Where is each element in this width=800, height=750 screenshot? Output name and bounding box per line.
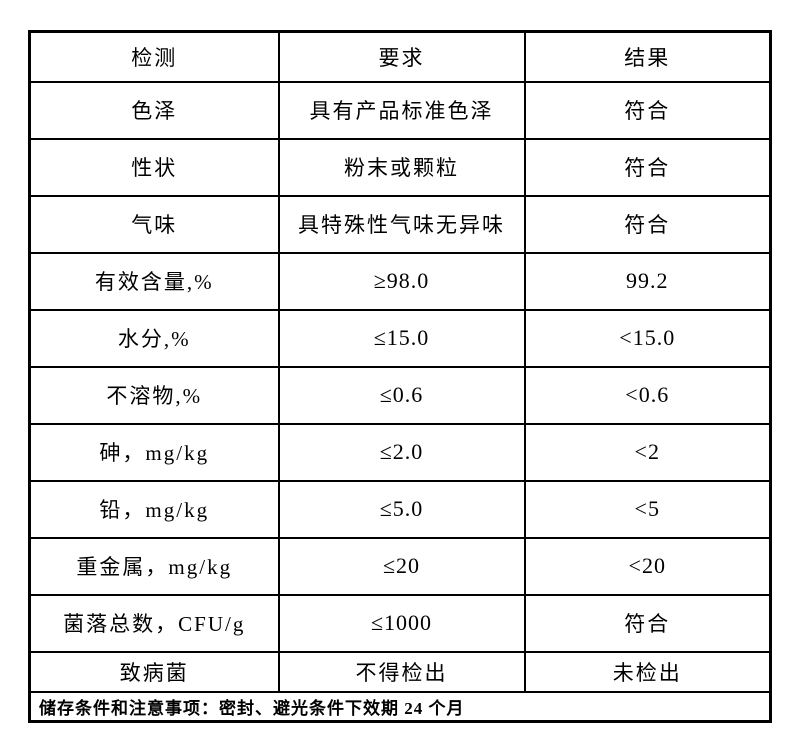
cell-result: 符合 xyxy=(523,194,772,254)
cell-test: 有效含量,% xyxy=(28,251,280,311)
table-row: 水分,% ≤15.0 <15.0 xyxy=(28,308,772,368)
cell-requirement: 粉末或颗粒 xyxy=(277,137,526,197)
table-row: 重金属，mg/kg ≤20 <20 xyxy=(28,536,772,596)
cell-test: 气味 xyxy=(28,194,280,254)
cell-result: 符合 xyxy=(523,80,772,140)
cell-requirement: ≤5.0 xyxy=(277,479,526,539)
cell-requirement: ≤2.0 xyxy=(277,422,526,482)
cell-result: <20 xyxy=(523,536,772,596)
cell-result: <5 xyxy=(523,479,772,539)
cell-requirement: ≤20 xyxy=(277,536,526,596)
cell-test: 致病菌 xyxy=(28,650,280,693)
cell-result: 未检出 xyxy=(523,650,772,693)
cell-result: <0.6 xyxy=(523,365,772,425)
cell-requirement: ≤0.6 xyxy=(277,365,526,425)
cell-result: 符合 xyxy=(523,137,772,197)
header-cell-test: 检测 xyxy=(28,30,280,83)
cell-test: 水分,% xyxy=(28,308,280,368)
table-row: 不溶物,% ≤0.6 <0.6 xyxy=(28,365,772,425)
table-row: 菌落总数，CFU/g ≤1000 符合 xyxy=(28,593,772,653)
header-cell-requirement: 要求 xyxy=(277,30,526,83)
cell-result: <15.0 xyxy=(523,308,772,368)
table-row: 铅，mg/kg ≤5.0 <5 xyxy=(28,479,772,539)
cell-result: 符合 xyxy=(523,593,772,653)
table-row: 致病菌 不得检出 未检出 xyxy=(28,650,772,693)
table-row: 色泽 具有产品标准色泽 符合 xyxy=(28,80,772,140)
cell-requirement: 不得检出 xyxy=(277,650,526,693)
cell-test: 性状 xyxy=(28,137,280,197)
storage-note: 储存条件和注意事项：密封、避光条件下效期 24 个月 xyxy=(28,690,772,723)
table-header-row: 检测 要求 结果 xyxy=(28,30,772,83)
cell-requirement: 具特殊性气味无异味 xyxy=(277,194,526,254)
cell-result: <2 xyxy=(523,422,772,482)
table-footer-row: 储存条件和注意事项：密封、避光条件下效期 24 个月 xyxy=(28,690,772,723)
cell-test: 砷，mg/kg xyxy=(28,422,280,482)
header-cell-result: 结果 xyxy=(523,30,772,83)
table-row: 有效含量,% ≥98.0 99.2 xyxy=(28,251,772,311)
table-row: 气味 具特殊性气味无异味 符合 xyxy=(28,194,772,254)
inspection-table: 检测 要求 结果 色泽 具有产品标准色泽 符合 性状 粉末或颗粒 符合 气味 具… xyxy=(28,30,772,723)
cell-test: 重金属，mg/kg xyxy=(28,536,280,596)
cell-test: 色泽 xyxy=(28,80,280,140)
table-row: 性状 粉末或颗粒 符合 xyxy=(28,137,772,197)
cell-requirement: ≤1000 xyxy=(277,593,526,653)
table-row: 砷，mg/kg ≤2.0 <2 xyxy=(28,422,772,482)
cell-test: 菌落总数，CFU/g xyxy=(28,593,280,653)
cell-requirement: ≤15.0 xyxy=(277,308,526,368)
cell-requirement: 具有产品标准色泽 xyxy=(277,80,526,140)
cell-test: 铅，mg/kg xyxy=(28,479,280,539)
cell-result: 99.2 xyxy=(523,251,772,311)
cell-requirement: ≥98.0 xyxy=(277,251,526,311)
cell-test: 不溶物,% xyxy=(28,365,280,425)
